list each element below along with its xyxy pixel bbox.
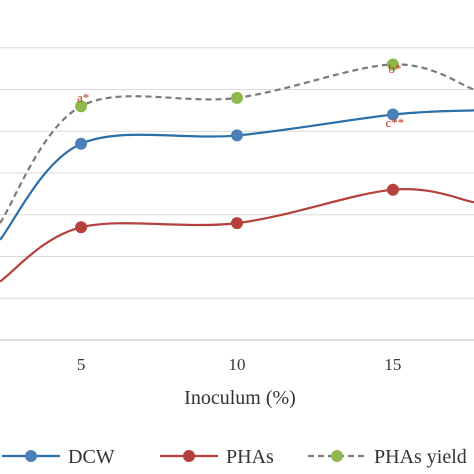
data-point-dcw — [386, 108, 399, 121]
data-point-phas — [386, 183, 399, 196]
legend-item-phas: PHAs — [160, 446, 274, 468]
data-point-phas — [231, 217, 243, 230]
series-line-phas — [0, 188, 474, 283]
annotation-label: c** — [386, 115, 405, 130]
legend-label: DCW — [68, 446, 115, 468]
series-markers — [75, 58, 399, 234]
gridlines — [0, 47, 474, 299]
legend-label: PHAs yield — [374, 446, 467, 468]
annotation-label: b* — [388, 61, 401, 76]
data-point-dcw — [75, 137, 88, 150]
data-point-phas-yield — [386, 58, 399, 71]
x-axis-label: Inoculum (%) — [184, 387, 296, 409]
x-tick-label: 5 — [77, 355, 86, 374]
x-tick-label: 15 — [384, 355, 401, 374]
legend-item-dcw: DCW — [2, 446, 115, 468]
legend-swatch-marker — [183, 450, 195, 462]
data-point-phas — [75, 221, 88, 234]
legend-label: PHAs — [226, 446, 274, 468]
legend-swatch-marker — [25, 450, 37, 462]
series-line-phas-yield — [0, 63, 474, 224]
legend: DCW PHAs PHAs yield — [2, 446, 467, 468]
legend-swatch-marker — [331, 450, 343, 462]
data-point-phas-yield — [75, 100, 88, 113]
legend-item-phas-yield: PHAs yield — [308, 446, 467, 468]
x-tick-label: 10 — [229, 355, 246, 374]
annotation-label: a* — [77, 90, 89, 105]
data-point-dcw — [231, 129, 243, 142]
x-tick-labels: 5 10 15 — [77, 355, 402, 374]
data-point-phas-yield — [231, 91, 243, 104]
annotations: a* b* c** — [77, 61, 404, 130]
